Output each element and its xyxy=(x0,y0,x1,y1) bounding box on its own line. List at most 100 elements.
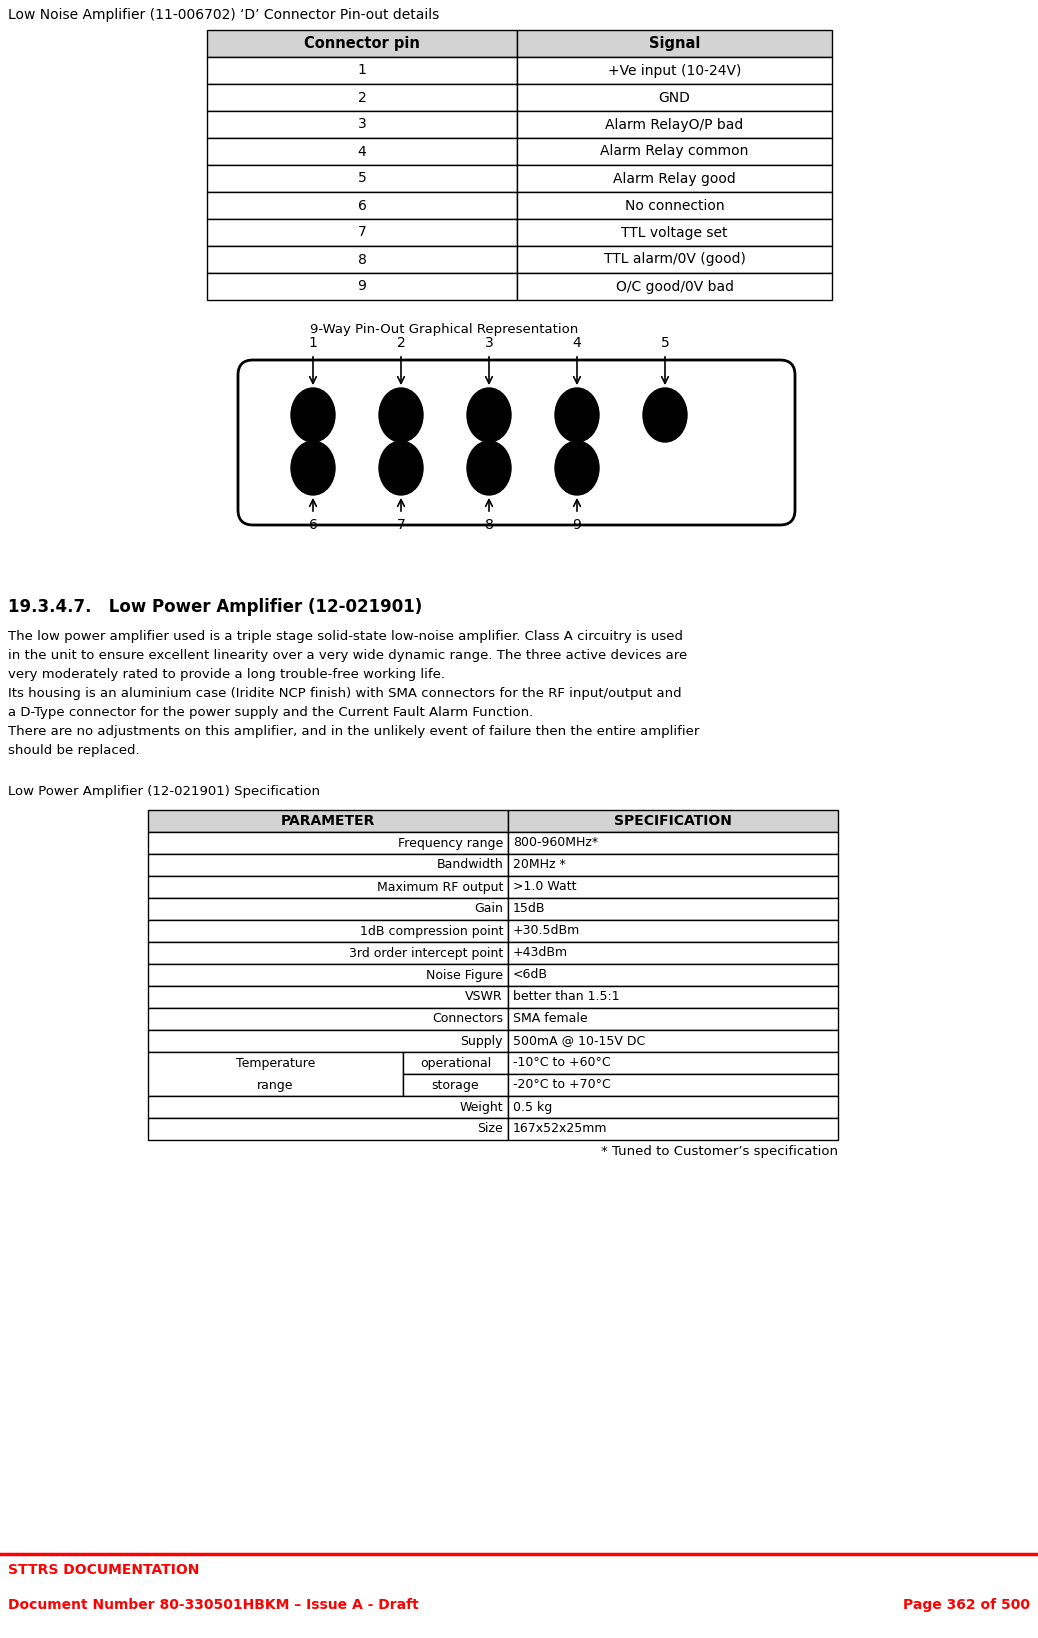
FancyBboxPatch shape xyxy=(148,1052,403,1096)
FancyBboxPatch shape xyxy=(148,898,508,921)
FancyBboxPatch shape xyxy=(508,942,838,965)
FancyBboxPatch shape xyxy=(207,246,517,274)
Text: 7: 7 xyxy=(397,518,406,532)
Text: +Ve input (10-24V): +Ve input (10-24V) xyxy=(608,64,741,77)
FancyBboxPatch shape xyxy=(148,942,508,965)
FancyBboxPatch shape xyxy=(508,1119,838,1140)
Ellipse shape xyxy=(379,388,424,442)
FancyBboxPatch shape xyxy=(207,274,517,300)
Text: 8: 8 xyxy=(485,518,493,532)
Text: Its housing is an aluminium case (Iridite NCP finish) with SMA connectors for th: Its housing is an aluminium case (Iridit… xyxy=(8,686,682,699)
Text: Alarm Relay common: Alarm Relay common xyxy=(600,144,748,159)
FancyBboxPatch shape xyxy=(517,29,832,57)
FancyBboxPatch shape xyxy=(508,1052,838,1075)
Text: Document Number 80-330501HBKM – Issue A - Draft: Document Number 80-330501HBKM – Issue A … xyxy=(8,1599,418,1612)
Text: <6dB: <6dB xyxy=(513,968,548,981)
FancyBboxPatch shape xyxy=(238,360,795,526)
FancyBboxPatch shape xyxy=(517,57,832,84)
Text: Alarm RelayO/P bad: Alarm RelayO/P bad xyxy=(605,118,743,131)
Text: 4: 4 xyxy=(358,144,366,159)
Ellipse shape xyxy=(643,388,687,442)
Text: STTRS DOCUMENTATION: STTRS DOCUMENTATION xyxy=(8,1563,199,1577)
Text: Alarm Relay good: Alarm Relay good xyxy=(613,172,736,185)
Text: a D-Type connector for the power supply and the Current Fault Alarm Function.: a D-Type connector for the power supply … xyxy=(8,706,534,719)
Text: 500mA @ 10-15V DC: 500mA @ 10-15V DC xyxy=(513,1035,646,1047)
Text: VSWR: VSWR xyxy=(465,991,503,1004)
Text: 1: 1 xyxy=(308,336,318,351)
FancyBboxPatch shape xyxy=(517,84,832,111)
Text: 19.3.4.7.   Low Power Amplifier (12-021901): 19.3.4.7. Low Power Amplifier (12-021901… xyxy=(8,598,422,616)
Text: Temperature: Temperature xyxy=(236,1057,316,1070)
FancyBboxPatch shape xyxy=(148,1030,508,1052)
Ellipse shape xyxy=(291,441,335,495)
Text: Bandwidth: Bandwidth xyxy=(436,858,503,871)
Text: The low power amplifier used is a triple stage solid-state low-noise amplifier. : The low power amplifier used is a triple… xyxy=(8,631,683,644)
Ellipse shape xyxy=(379,441,424,495)
Text: 6: 6 xyxy=(308,518,318,532)
Text: 9: 9 xyxy=(357,280,366,293)
Text: +43dBm: +43dBm xyxy=(513,947,568,960)
FancyBboxPatch shape xyxy=(508,1030,838,1052)
Ellipse shape xyxy=(555,441,599,495)
Text: 3: 3 xyxy=(485,336,493,351)
Text: 9: 9 xyxy=(573,518,581,532)
Text: 5: 5 xyxy=(660,336,670,351)
Text: 3rd order intercept point: 3rd order intercept point xyxy=(349,947,503,960)
Text: 4: 4 xyxy=(573,336,581,351)
FancyBboxPatch shape xyxy=(508,1096,838,1119)
Text: 1: 1 xyxy=(357,64,366,77)
Text: Low Power Amplifier (12-021901) Specification: Low Power Amplifier (12-021901) Specific… xyxy=(8,785,320,798)
Text: TTL voltage set: TTL voltage set xyxy=(622,226,728,239)
FancyBboxPatch shape xyxy=(207,111,517,138)
Text: Gain: Gain xyxy=(474,903,503,916)
FancyBboxPatch shape xyxy=(517,165,832,192)
Text: TTL alarm/0V (good): TTL alarm/0V (good) xyxy=(603,252,745,267)
Text: * Tuned to Customer’s specification: * Tuned to Customer’s specification xyxy=(601,1145,838,1158)
FancyBboxPatch shape xyxy=(508,986,838,1007)
Text: 8: 8 xyxy=(357,252,366,267)
Text: -10°C to +60°C: -10°C to +60°C xyxy=(513,1057,610,1070)
Text: Signal: Signal xyxy=(649,36,701,51)
Text: 20MHz *: 20MHz * xyxy=(513,858,566,871)
FancyBboxPatch shape xyxy=(508,832,838,853)
FancyBboxPatch shape xyxy=(508,1075,838,1096)
Text: 3: 3 xyxy=(358,118,366,131)
Text: 15dB: 15dB xyxy=(513,903,546,916)
Text: 167x52x25mm: 167x52x25mm xyxy=(513,1122,607,1135)
Text: O/C good/0V bad: O/C good/0V bad xyxy=(616,280,734,293)
Text: Maximum RF output: Maximum RF output xyxy=(377,881,503,893)
FancyBboxPatch shape xyxy=(148,1119,508,1140)
Ellipse shape xyxy=(555,388,599,442)
Text: in the unit to ensure excellent linearity over a very wide dynamic range. The th: in the unit to ensure excellent linearit… xyxy=(8,649,687,662)
FancyBboxPatch shape xyxy=(508,811,838,832)
Text: 2: 2 xyxy=(397,336,406,351)
FancyBboxPatch shape xyxy=(508,853,838,876)
Text: 6: 6 xyxy=(357,198,366,213)
FancyBboxPatch shape xyxy=(517,111,832,138)
FancyBboxPatch shape xyxy=(148,965,508,986)
Text: 9-Way Pin-Out Graphical Representation: 9-Way Pin-Out Graphical Representation xyxy=(310,323,578,336)
Text: 2: 2 xyxy=(358,90,366,105)
FancyBboxPatch shape xyxy=(207,219,517,246)
Text: operational: operational xyxy=(420,1057,491,1070)
Text: better than 1.5:1: better than 1.5:1 xyxy=(513,991,620,1004)
Text: Connectors: Connectors xyxy=(432,1012,503,1025)
FancyBboxPatch shape xyxy=(517,138,832,165)
Ellipse shape xyxy=(467,388,511,442)
FancyBboxPatch shape xyxy=(517,274,832,300)
Text: There are no adjustments on this amplifier, and in the unlikely event of failure: There are no adjustments on this amplifi… xyxy=(8,726,700,739)
FancyBboxPatch shape xyxy=(207,165,517,192)
FancyBboxPatch shape xyxy=(148,832,508,853)
FancyBboxPatch shape xyxy=(508,1007,838,1030)
FancyBboxPatch shape xyxy=(148,921,508,942)
Text: +30.5dBm: +30.5dBm xyxy=(513,924,580,937)
FancyBboxPatch shape xyxy=(148,876,508,898)
Text: 5: 5 xyxy=(358,172,366,185)
Text: SPECIFICATION: SPECIFICATION xyxy=(614,814,732,827)
Text: 0.5 kg: 0.5 kg xyxy=(513,1101,552,1114)
FancyBboxPatch shape xyxy=(517,192,832,219)
Ellipse shape xyxy=(291,388,335,442)
FancyBboxPatch shape xyxy=(508,876,838,898)
Text: 7: 7 xyxy=(358,226,366,239)
Text: No connection: No connection xyxy=(625,198,725,213)
